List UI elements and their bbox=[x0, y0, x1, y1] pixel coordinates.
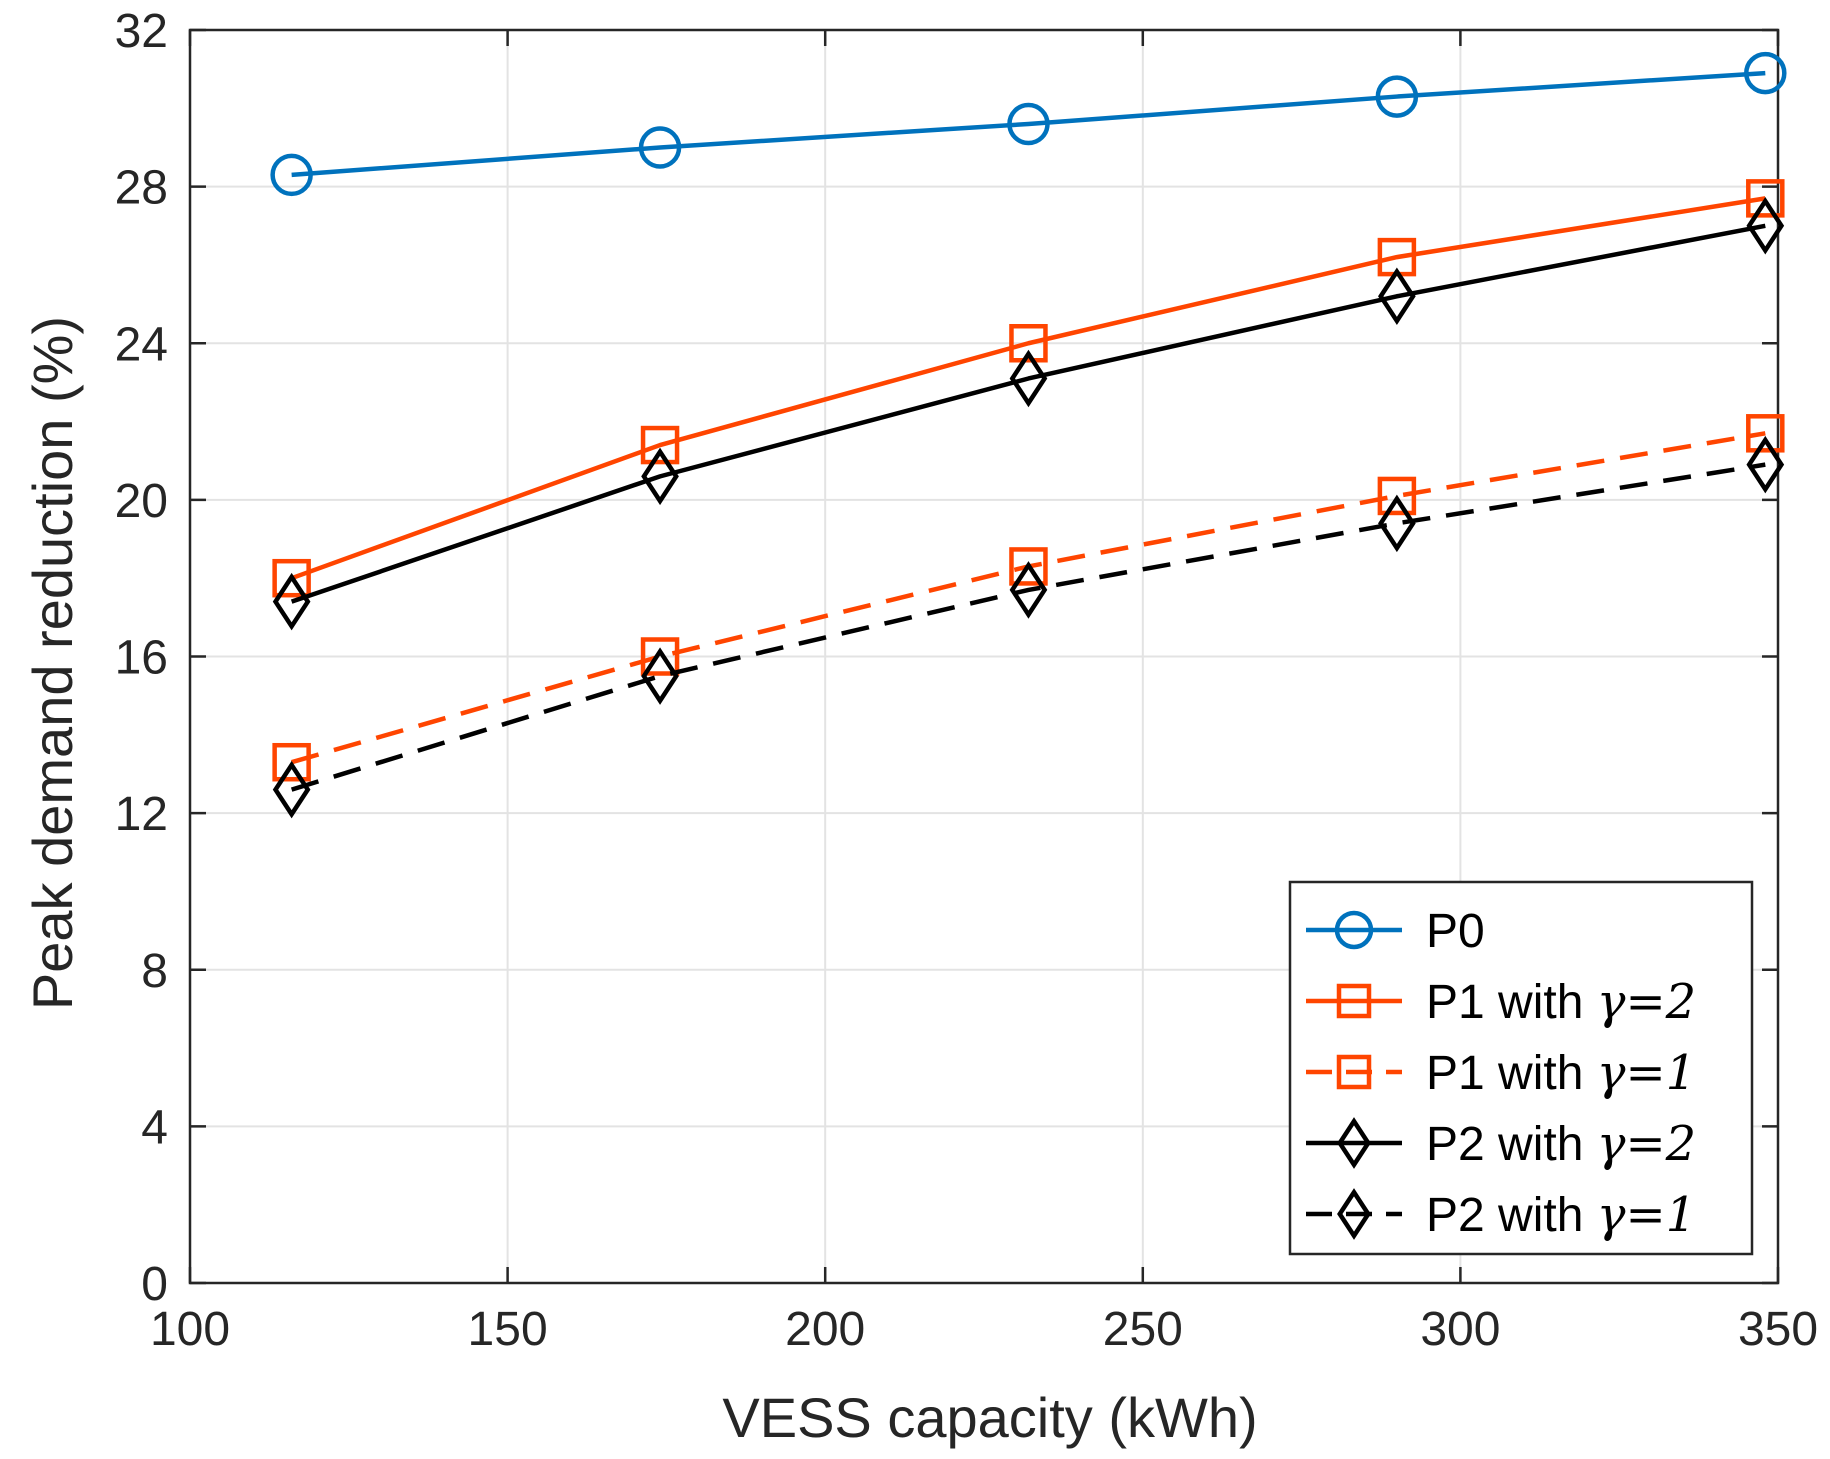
legend-label: P1 with γ=1 bbox=[1426, 1045, 1696, 1101]
legend-label-prefix: P2 with bbox=[1426, 1189, 1597, 1242]
legend-label: P1 with γ=2 bbox=[1426, 974, 1696, 1030]
y-tick-label: 4 bbox=[141, 1101, 168, 1154]
series-3 bbox=[272, 197, 1785, 631]
legend-marker-circle bbox=[1334, 910, 1374, 950]
data-point-square bbox=[640, 425, 680, 465]
data-point-diamond bbox=[1746, 197, 1785, 255]
y-tick-label: 20 bbox=[115, 475, 168, 528]
data-point-square bbox=[1009, 324, 1048, 363]
data-point-square bbox=[1009, 547, 1048, 586]
y-tick-label: 0 bbox=[141, 1258, 168, 1311]
data-point-diamond bbox=[1009, 561, 1048, 619]
data-point-circle bbox=[1007, 102, 1050, 146]
data-point-circle bbox=[638, 126, 682, 169]
x-tick-label: 200 bbox=[785, 1303, 865, 1356]
data-point-square bbox=[1377, 476, 1417, 516]
data-point-square bbox=[1746, 179, 1785, 218]
data-point-diamond bbox=[1378, 494, 1416, 553]
legend-item: P0 bbox=[1306, 905, 1485, 958]
data-point-square bbox=[272, 742, 311, 782]
legend-label-prefix: P2 with bbox=[1426, 1118, 1597, 1171]
x-tick-label: 150 bbox=[468, 1303, 548, 1356]
legend-label-prefix: P0 bbox=[1426, 905, 1485, 958]
x-tick-label: 350 bbox=[1738, 1303, 1818, 1356]
series-line bbox=[290, 223, 1766, 604]
legend-label-gamma: γ=2 bbox=[1597, 974, 1696, 1030]
legend-label-gamma: γ=1 bbox=[1597, 1045, 1696, 1101]
series-4 bbox=[272, 435, 1785, 819]
y-tick-label: 12 bbox=[115, 788, 168, 841]
y-tick-label: 32 bbox=[115, 5, 168, 58]
legend-label-prefix: P1 with bbox=[1426, 976, 1597, 1029]
x-tick-label: 300 bbox=[1420, 1303, 1500, 1356]
data-point-square bbox=[1746, 414, 1785, 453]
legend-item: P1 with γ=2 bbox=[1306, 974, 1696, 1030]
data-point-circle bbox=[270, 153, 313, 197]
data-point-square bbox=[640, 637, 680, 676]
legend-item: P2 with γ=1 bbox=[1306, 1187, 1696, 1243]
y-tick-label: 8 bbox=[141, 945, 168, 998]
data-point-square bbox=[272, 558, 311, 598]
data-point-diamond bbox=[1009, 349, 1048, 408]
legend-marker-diamond bbox=[1337, 1188, 1371, 1240]
data-point-circle bbox=[1744, 51, 1787, 95]
series-line bbox=[290, 462, 1766, 792]
legend-label: P0 bbox=[1426, 905, 1485, 958]
grid-lines bbox=[190, 30, 1778, 1283]
legend-label-gamma: γ=1 bbox=[1597, 1187, 1696, 1243]
x-tick-label: 250 bbox=[1103, 1303, 1183, 1356]
data-point-diamond bbox=[1746, 435, 1785, 494]
y-tick-label: 28 bbox=[115, 162, 168, 215]
legend-marker-square bbox=[1336, 1054, 1372, 1090]
data-point-diamond bbox=[1378, 267, 1416, 326]
series-line bbox=[290, 196, 1766, 581]
data-point-diamond bbox=[641, 447, 679, 506]
x-tick-label: 100 bbox=[150, 1303, 230, 1356]
legend-label-gamma: γ=2 bbox=[1597, 1116, 1696, 1172]
legend-label: P2 with γ=2 bbox=[1426, 1116, 1696, 1172]
legend-marker-diamond bbox=[1337, 1117, 1371, 1169]
y-tick-label: 24 bbox=[115, 318, 168, 371]
axes: 100 150 200 250 300 350 0 4 8 12 16 20 24 28 32 bbox=[115, 5, 1818, 1356]
y-axis-label: Peak demand reduction (%) bbox=[21, 316, 84, 1010]
data-point-circle bbox=[1375, 75, 1419, 118]
series-line bbox=[291, 70, 1766, 178]
x-axis-label: VESS capacity (kWh) bbox=[722, 1386, 1257, 1449]
legend-marker-square bbox=[1336, 983, 1372, 1019]
y-tick-label: 16 bbox=[115, 632, 168, 685]
legend-item: P1 with γ=1 bbox=[1306, 1045, 1696, 1101]
legend-label: P2 with γ=1 bbox=[1426, 1187, 1696, 1243]
legend-item: P2 with γ=2 bbox=[1306, 1116, 1696, 1172]
data-series bbox=[270, 51, 1787, 819]
data-point-diamond bbox=[272, 760, 311, 819]
legend-label-prefix: P1 with bbox=[1426, 1047, 1597, 1100]
data-point-diamond bbox=[272, 572, 311, 631]
series-0 bbox=[270, 51, 1787, 197]
data-point-diamond bbox=[641, 647, 679, 705]
